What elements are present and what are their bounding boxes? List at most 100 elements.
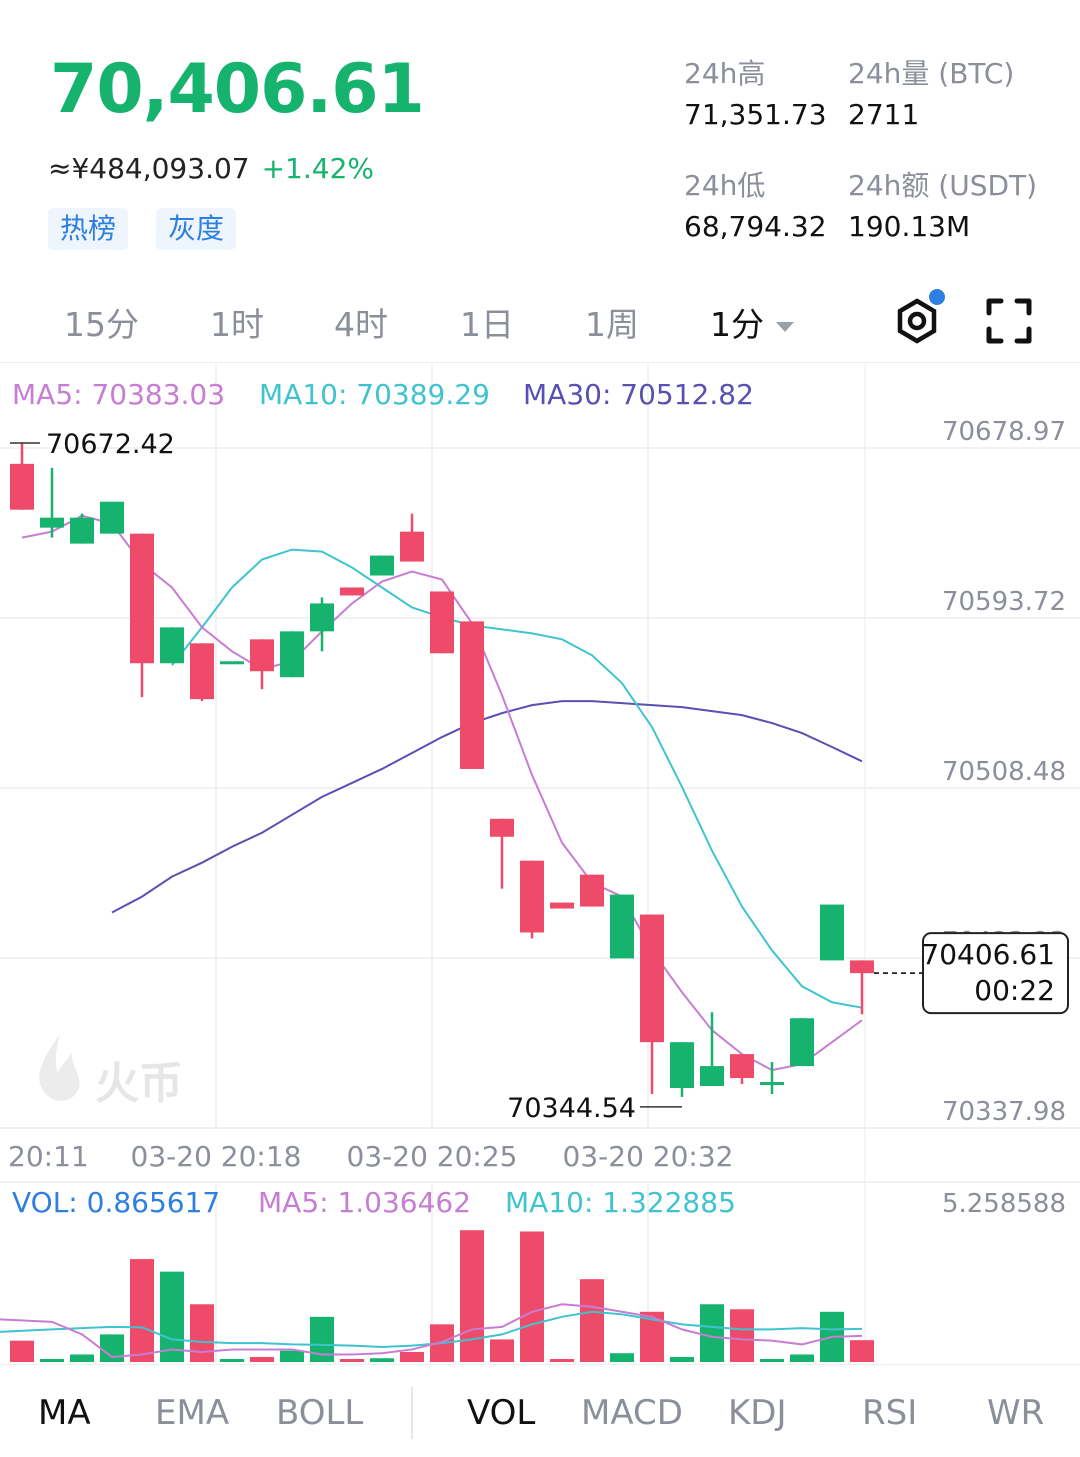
notification-dot: [929, 289, 945, 305]
stat-label: 24h量 (BTC): [848, 57, 1015, 90]
candle-body: [280, 631, 304, 678]
ma-legend-item: MA10: 70389.29: [259, 378, 490, 411]
last-price: 70,406.61: [50, 50, 425, 129]
candle-body: [310, 603, 334, 632]
period-dropdown[interactable]: 1分: [710, 298, 794, 346]
ma-legend-item: MA5: 70383.03: [12, 378, 225, 411]
min-price-label: 70344.54: [507, 1093, 636, 1124]
ma30-line: [111, 700, 863, 914]
x-tick-label: 03-20 20:25: [347, 1140, 518, 1173]
stat-24h-amount: 24h额 (USDT) 190.13M: [848, 164, 1037, 243]
volume-bar: [460, 1230, 484, 1362]
change-percent: +1.42%: [261, 152, 375, 185]
candle-body: [760, 1082, 784, 1086]
candle-body: [130, 533, 154, 664]
vol-legend-item: MA5: 1.036462: [258, 1186, 471, 1219]
stat-value: 68,794.32: [684, 210, 827, 243]
candlestick-chart[interactable]: 70678.9770593.7270508.4870423.2370337.98…: [0, 362, 1080, 1362]
candle-body: [160, 627, 184, 664]
period-1d[interactable]: 1日: [460, 305, 514, 344]
hexagon-gear-icon[interactable]: [892, 296, 942, 346]
period-4h[interactable]: 4时: [334, 305, 388, 344]
volume-bar: [220, 1359, 244, 1362]
tab-vol[interactable]: VOL: [467, 1393, 536, 1433]
candle-body: [100, 501, 124, 534]
candle-body: [460, 621, 484, 769]
stat-label: 24h低: [684, 169, 766, 202]
vol-max-label: 5.258588: [942, 1189, 1066, 1219]
volume-bar: [730, 1309, 754, 1362]
candle-body: [790, 1018, 814, 1067]
tab-ma[interactable]: MA: [38, 1393, 91, 1433]
candle-body: [640, 914, 664, 1043]
volume-bar: [490, 1339, 514, 1362]
indicator-tabs: MA EMA BOLL VOL MACD KDJ RSI WR: [0, 1364, 1080, 1457]
vol-ma5-line: [0, 1303, 863, 1359]
stat-value: 2711: [848, 98, 920, 131]
y-tick-label: 70508.48: [942, 757, 1066, 787]
candle-body: [850, 960, 874, 974]
volume-bar: [370, 1358, 394, 1362]
tab-rsi[interactable]: RSI: [862, 1393, 918, 1433]
tab-boll[interactable]: BOLL: [276, 1393, 364, 1433]
candle-body: [250, 639, 274, 672]
vol-ma10-line: [0, 1310, 863, 1348]
last-price-value: 70406.61: [921, 938, 1055, 971]
tab-macd[interactable]: MACD: [581, 1393, 683, 1433]
volume-bar: [520, 1231, 544, 1362]
period-15m[interactable]: 15分: [64, 305, 139, 344]
candle-body: [670, 1042, 694, 1089]
x-tick-label: 03-20 20:18: [131, 1140, 302, 1173]
candle-body: [490, 818, 514, 837]
candle-body: [70, 517, 94, 544]
tag-hot-list[interactable]: 热榜: [48, 208, 129, 250]
volume-bar: [550, 1359, 574, 1362]
candle-body: [10, 463, 34, 510]
ma5-line: [21, 514, 863, 1072]
tab-ema[interactable]: EMA: [155, 1393, 230, 1433]
candle-body: [580, 874, 604, 907]
volume-bar: [850, 1340, 874, 1362]
tab-kdj[interactable]: KDJ: [728, 1393, 787, 1433]
ma-legend-item: MA30: 70512.82: [523, 378, 754, 411]
volume-bar: [340, 1359, 364, 1362]
stat-label: 24h额 (USDT): [848, 169, 1038, 202]
active-period-label: 1分: [710, 305, 764, 344]
volume-bar: [40, 1359, 64, 1362]
candle-body: [610, 894, 634, 959]
candle-body: [520, 860, 544, 933]
volume-bar: [670, 1356, 694, 1362]
stat-24h-high: 24h高 71,351.73: [684, 52, 827, 131]
volume-bar: [130, 1259, 154, 1362]
candle-body: [400, 531, 424, 562]
ma10-line: [171, 548, 863, 1009]
tab-wr[interactable]: WR: [987, 1393, 1045, 1433]
candle-body: [430, 591, 454, 654]
stat-24h-volume: 24h量 (BTC) 2711: [848, 52, 1014, 131]
watermark-text: 火币: [95, 1058, 183, 1109]
max-price-label: 70672.42: [46, 429, 175, 460]
ticker-header: 70,406.61 ≈¥484,093.07 +1.42% 热榜 灰度 24h高 …: [0, 0, 1080, 270]
x-tick-label: 20:11: [8, 1140, 89, 1173]
stat-value: 71,351.73: [684, 98, 827, 131]
volume-bar: [250, 1356, 274, 1362]
stat-value: 190.13M: [848, 210, 971, 243]
volume-bar: [400, 1351, 424, 1362]
period-1w[interactable]: 1周: [585, 305, 639, 344]
stat-label: 24h高: [684, 57, 766, 90]
candle-body: [700, 1066, 724, 1087]
tag-grayscale[interactable]: 灰度: [156, 208, 237, 250]
vol-legend-item: MA10: 1.322885: [505, 1186, 736, 1219]
candle-body: [550, 902, 574, 909]
flame-logo-icon: [39, 1034, 80, 1101]
y-tick-label: 70337.98: [942, 1097, 1066, 1127]
period-1h[interactable]: 1时: [210, 305, 264, 344]
volume-bar: [610, 1353, 634, 1362]
volume-bar: [760, 1359, 784, 1362]
fullscreen-icon[interactable]: [984, 296, 1034, 346]
volume-bar: [10, 1340, 34, 1362]
chevron-down-icon: [776, 321, 794, 332]
volume-bar: [580, 1279, 604, 1362]
candle-body: [730, 1054, 754, 1079]
stat-24h-low: 24h低 68,794.32: [684, 164, 827, 243]
